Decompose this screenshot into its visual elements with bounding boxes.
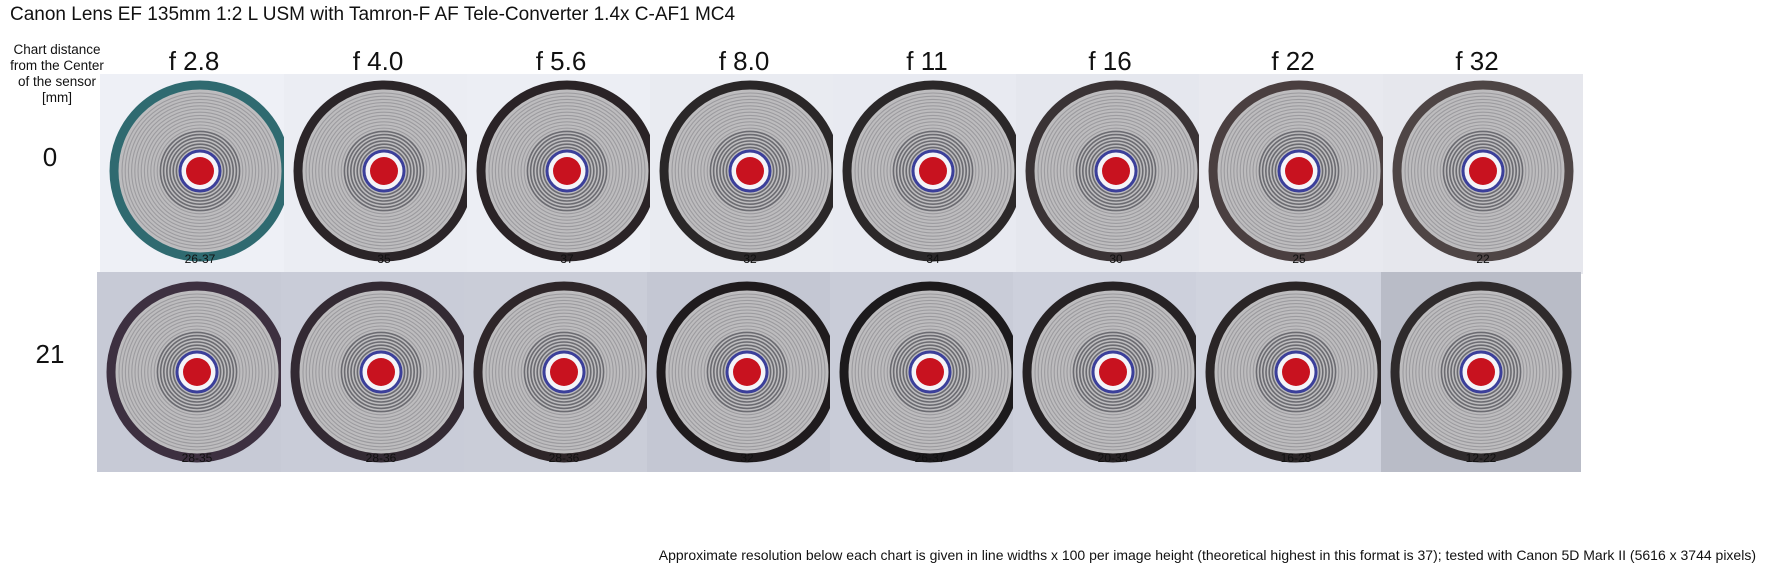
target-center-dot <box>1102 157 1130 185</box>
resolution-target-image <box>284 74 484 274</box>
target-center-dot <box>1469 157 1497 185</box>
target-center-dot <box>1099 358 1127 386</box>
target-center-dot <box>736 157 764 185</box>
resolution-target-image <box>1383 74 1583 274</box>
resolution-value: 25 <box>1292 252 1306 266</box>
resolution-target-image <box>647 272 847 472</box>
resolution-value: 26-37 <box>184 252 216 266</box>
target-center-dot <box>550 358 578 386</box>
target-center-dot <box>1282 358 1310 386</box>
target-graphic <box>1199 74 1399 274</box>
aperture-heading: f 32 <box>1455 46 1499 76</box>
row-axis-header-line: of the sensor <box>17 74 97 89</box>
row-axis-header: Chart distance from the Center of the se… <box>2 42 112 106</box>
resolution-value: 28-35 <box>181 451 213 465</box>
resolution-target-image <box>1199 74 1399 274</box>
footer-note: Approximate resolution below each chart … <box>658 547 1756 563</box>
resolution-value: 28-36 <box>548 451 580 465</box>
target-center-dot <box>919 157 947 185</box>
target-graphic <box>1383 74 1583 274</box>
target-graphic <box>97 272 297 472</box>
resolution-value: 20-34 <box>1097 451 1129 465</box>
resolution-target-image <box>97 272 297 472</box>
target-graphic <box>1013 272 1213 472</box>
page-title: Canon Lens EF 135mm 1:2 L USM with Tamro… <box>10 4 736 25</box>
target-graphic <box>1196 272 1396 472</box>
target-center-dot <box>1285 157 1313 185</box>
resolution-target-image <box>1196 272 1396 472</box>
target-center-dot <box>367 358 395 386</box>
resolution-value: 32 <box>743 252 757 266</box>
resolution-value: 32 <box>740 451 754 465</box>
row-axis-header-line: Chart distance <box>13 42 101 57</box>
resolution-value: 28-36 <box>365 451 397 465</box>
resolution-target-image <box>650 74 850 274</box>
target-graphic <box>1016 74 1216 274</box>
target-center-dot <box>186 157 214 185</box>
aperture-heading: f 5.6 <box>535 46 587 76</box>
target-center-dot <box>1467 358 1495 386</box>
resolution-value: 30 <box>1109 252 1123 266</box>
target-graphic <box>830 272 1030 472</box>
target-graphic <box>647 272 847 472</box>
target-graphic <box>650 74 850 274</box>
resolution-value: 34 <box>926 252 940 266</box>
resolution-target-image <box>1381 272 1581 472</box>
aperture-heading: f 16 <box>1088 46 1132 76</box>
resolution-target-image <box>1016 74 1216 274</box>
resolution-target-image <box>467 74 667 274</box>
target-graphic <box>1381 272 1581 472</box>
aperture-heading: f 4.0 <box>352 46 404 76</box>
resolution-target-image <box>464 272 664 472</box>
target-center-dot <box>370 157 398 185</box>
target-graphic <box>284 74 484 274</box>
resolution-target-image <box>830 272 1030 472</box>
distance-label: 21 <box>35 339 65 369</box>
resolution-value: 16-28 <box>1280 451 1312 465</box>
resolution-value: 12-22 <box>1465 451 1497 465</box>
target-center-dot <box>183 358 211 386</box>
target-graphic <box>467 74 667 274</box>
target-graphic <box>833 74 1033 274</box>
resolution-value: 22 <box>1476 252 1490 266</box>
target-graphic <box>464 272 664 472</box>
target-graphic <box>281 272 481 472</box>
aperture-heading: f 2.8 <box>168 46 220 76</box>
resolution-target-image <box>281 272 481 472</box>
resolution-target-image <box>1013 272 1213 472</box>
distance-label: 0 <box>42 142 58 172</box>
row-axis-header-line: [mm] <box>42 90 72 105</box>
resolution-target-image <box>100 74 300 274</box>
aperture-heading: f 22 <box>1271 46 1315 76</box>
aperture-heading: f 8.0 <box>718 46 770 76</box>
row-axis-header-line: from the Center <box>10 58 104 73</box>
resolution-value: 26-37 <box>914 451 946 465</box>
target-center-dot <box>916 358 944 386</box>
resolution-target-image <box>833 74 1033 274</box>
target-center-dot <box>553 157 581 185</box>
resolution-value: 37 <box>560 252 574 266</box>
resolution-value: 35 <box>377 252 391 266</box>
aperture-heading: f 11 <box>906 46 948 76</box>
target-center-dot <box>733 358 761 386</box>
target-graphic <box>100 74 300 274</box>
